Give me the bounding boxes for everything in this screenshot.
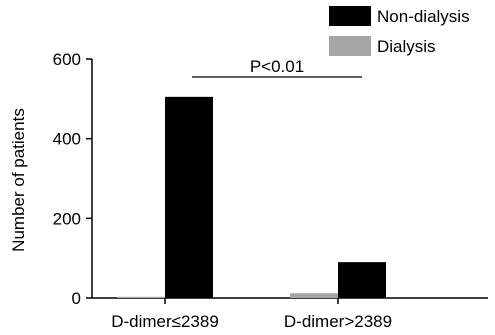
x-tick-label: D-dimer>2389 bbox=[284, 312, 392, 331]
bar-non-dialysis bbox=[165, 96, 213, 298]
significance-annotation: P<0.01 bbox=[192, 57, 362, 78]
y-tick-label: 200 bbox=[53, 209, 81, 228]
y-tick-label: 400 bbox=[53, 130, 81, 149]
bar-dialysis bbox=[290, 293, 338, 298]
significance-label: P<0.01 bbox=[250, 57, 304, 76]
y-axis-title: Number of patients bbox=[9, 108, 28, 252]
axes: 0 200 400 600 D-dimer≤2389 D-dimer>2389 Number… bbox=[9, 50, 488, 331]
bar-non-dialysis bbox=[338, 262, 386, 298]
x-tick-label: D-dimer≤2389 bbox=[111, 312, 219, 331]
legend-label: Dialysis bbox=[377, 37, 436, 56]
y-tick-label: 0 bbox=[72, 289, 81, 308]
y-tick-label: 600 bbox=[53, 50, 81, 69]
legend-label: Non-dialysis bbox=[377, 7, 470, 26]
bar-dialysis bbox=[117, 296, 165, 298]
legend-swatch bbox=[329, 6, 371, 26]
legend: Non-dialysis Dialysis bbox=[329, 6, 470, 56]
legend-swatch bbox=[329, 36, 371, 56]
bars bbox=[117, 96, 386, 298]
